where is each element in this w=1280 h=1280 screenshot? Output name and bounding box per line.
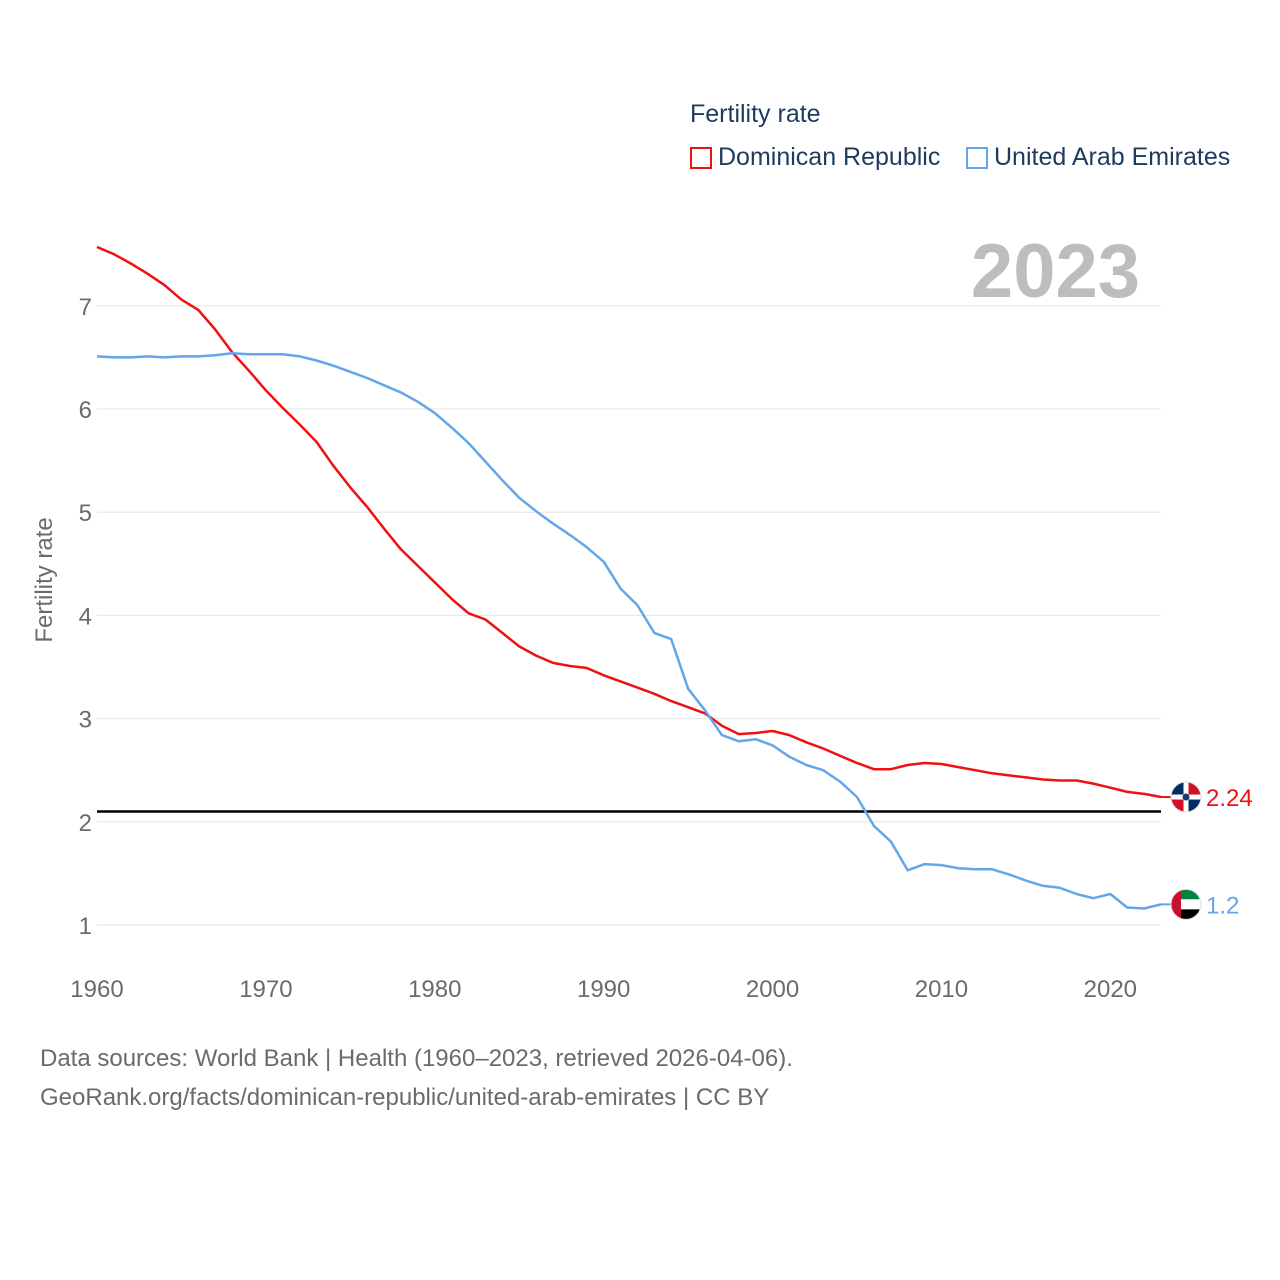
series-end-value: 2.24: [1206, 785, 1253, 812]
legend-label: Dominican Republic: [718, 143, 941, 171]
y-tick-label: 5: [79, 500, 92, 527]
legend-item-dominican-republic[interactable]: Dominican Republic: [690, 143, 940, 172]
legend-title: Fertility rate: [690, 100, 821, 128]
current-year-label: 2023: [970, 229, 1140, 314]
y-tick-label: 6: [79, 397, 92, 424]
x-tick-label: 1990: [577, 976, 630, 1003]
x-tick-label: 2020: [1084, 976, 1137, 1003]
uae-flag-icon: [1170, 888, 1202, 920]
series-layer: [96, 245, 1162, 910]
legend-swatch-icon: [966, 146, 988, 169]
x-tick-label: 1960: [70, 976, 123, 1003]
series-line-dominican-republic[interactable]: [96, 245, 1162, 799]
footer-sources: Data sources: World Bank | Health (1960–…: [40, 1045, 793, 1072]
legend-swatch-icon: [690, 146, 712, 169]
y-tick-label: 3: [79, 707, 92, 734]
series-end-value: 1.2: [1206, 892, 1239, 919]
x-tick-label: 2000: [746, 976, 799, 1003]
y-axis-label: Fertility rate: [31, 517, 58, 642]
y-tick-label: 1: [79, 913, 92, 940]
x-tick-label: 1980: [408, 976, 461, 1003]
x-tick-label: 1970: [239, 976, 292, 1003]
dominican-republic-flag-icon: [1170, 781, 1202, 813]
footer-link[interactable]: GeoRank.org/facts/dominican-republic/uni…: [40, 1084, 770, 1111]
series-end-markers: 2.24 1.2: [1161, 781, 1253, 920]
y-tick-label: 7: [79, 294, 92, 321]
series-line-united-arab-emirates[interactable]: [96, 352, 1162, 910]
gridlines: [97, 305, 1161, 926]
legend-label: United Arab Emirates: [994, 143, 1231, 171]
x-tick-label: 2010: [915, 976, 968, 1003]
y-tick-label: 2: [79, 810, 92, 837]
y-tick-label: 4: [79, 603, 92, 630]
x-axis-ticks: 1960 1970 1980 1990 2000 2010 2020: [70, 976, 1137, 1003]
y-axis-ticks: 1 2 3 4 5 6 7: [79, 294, 92, 940]
legend-item-united-arab-emirates[interactable]: United Arab Emirates: [966, 143, 1230, 172]
